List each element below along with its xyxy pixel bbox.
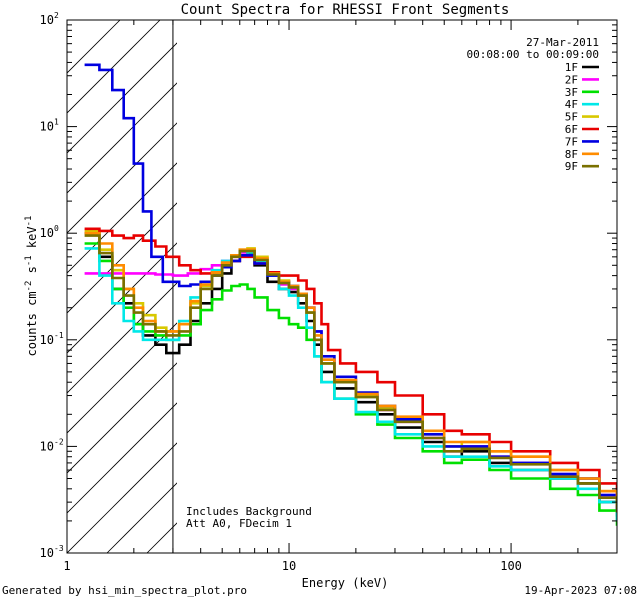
y-tick-label: 10 (40, 120, 54, 134)
hatch-line (67, 82, 177, 194)
y-tick-label-exponent: -2 (54, 437, 64, 446)
y-tick-label: 10 (40, 226, 54, 240)
legend-label-5F: 5F (565, 111, 578, 124)
legend-label-6F: 6F (565, 123, 578, 136)
x-tick-label: 100 (500, 559, 522, 573)
hatch-line (67, 282, 177, 394)
hatch-line (67, 202, 177, 314)
hatch-line (67, 362, 177, 474)
x-tick-label: 10 (282, 559, 296, 573)
series-line-3F (84, 242, 617, 526)
series-line-9F (84, 234, 617, 513)
hatch-line (67, 402, 177, 514)
series-line-4F (84, 247, 617, 521)
y-tick-label-exponent: -3 (54, 544, 64, 553)
y-tick-label: 10 (40, 333, 54, 347)
hatch-line (67, 42, 177, 154)
footer-timestamp: 19-Apr-2023 07:08 (524, 584, 637, 597)
legend-label-3F: 3F (565, 86, 578, 99)
legend-label-1F: 1F (565, 61, 578, 74)
annotation-attenuator: Att A0, FDecim 1 (186, 517, 292, 530)
y-tick-label-exponent: 0 (54, 224, 59, 233)
legend-label-7F: 7F (565, 135, 578, 148)
hatch-line (67, 442, 177, 553)
footer-generator: Generated by hsi_min_spectra_plot.pro (2, 584, 248, 597)
hatch-line (67, 20, 121, 74)
chart-title: Count Spectra for RHESSI Front Segments (181, 2, 510, 18)
axis-ticks (66, 19, 618, 554)
series-lines (84, 63, 617, 526)
x-tick-label: 1 (63, 559, 70, 573)
series-line-7F (84, 63, 617, 511)
hatch-line (67, 162, 177, 274)
y-tick-label-exponent: 1 (54, 118, 59, 127)
y-tick-label: 10 (40, 439, 54, 453)
legend-label-9F: 9F (565, 160, 578, 173)
series-line-6F (84, 227, 617, 500)
legend-label-2F: 2F (565, 73, 578, 86)
x-axis-label: Energy (keV) (302, 576, 389, 590)
x-tick-labels: 1 10 100 (63, 559, 522, 573)
annotation-background: Includes Background (186, 505, 312, 518)
date-label: 27-Mar-2011 (526, 36, 599, 49)
y-tick-label: 10 (40, 13, 54, 27)
y-tick-label-exponent: -1 (54, 331, 64, 340)
time-range-label: 00:08:00 to 00:09:00 (467, 48, 599, 61)
y-tick-label: 10 (40, 546, 54, 560)
hatch-line (67, 20, 161, 114)
plot-frame (66, 19, 618, 554)
y-tick-label-exponent: 2 (54, 11, 59, 20)
legend-label-4F: 4F (565, 98, 578, 111)
legend-label-8F: 8F (565, 148, 578, 161)
y-axis-label: counts cm-2 s-1 keV-1 (24, 216, 39, 357)
